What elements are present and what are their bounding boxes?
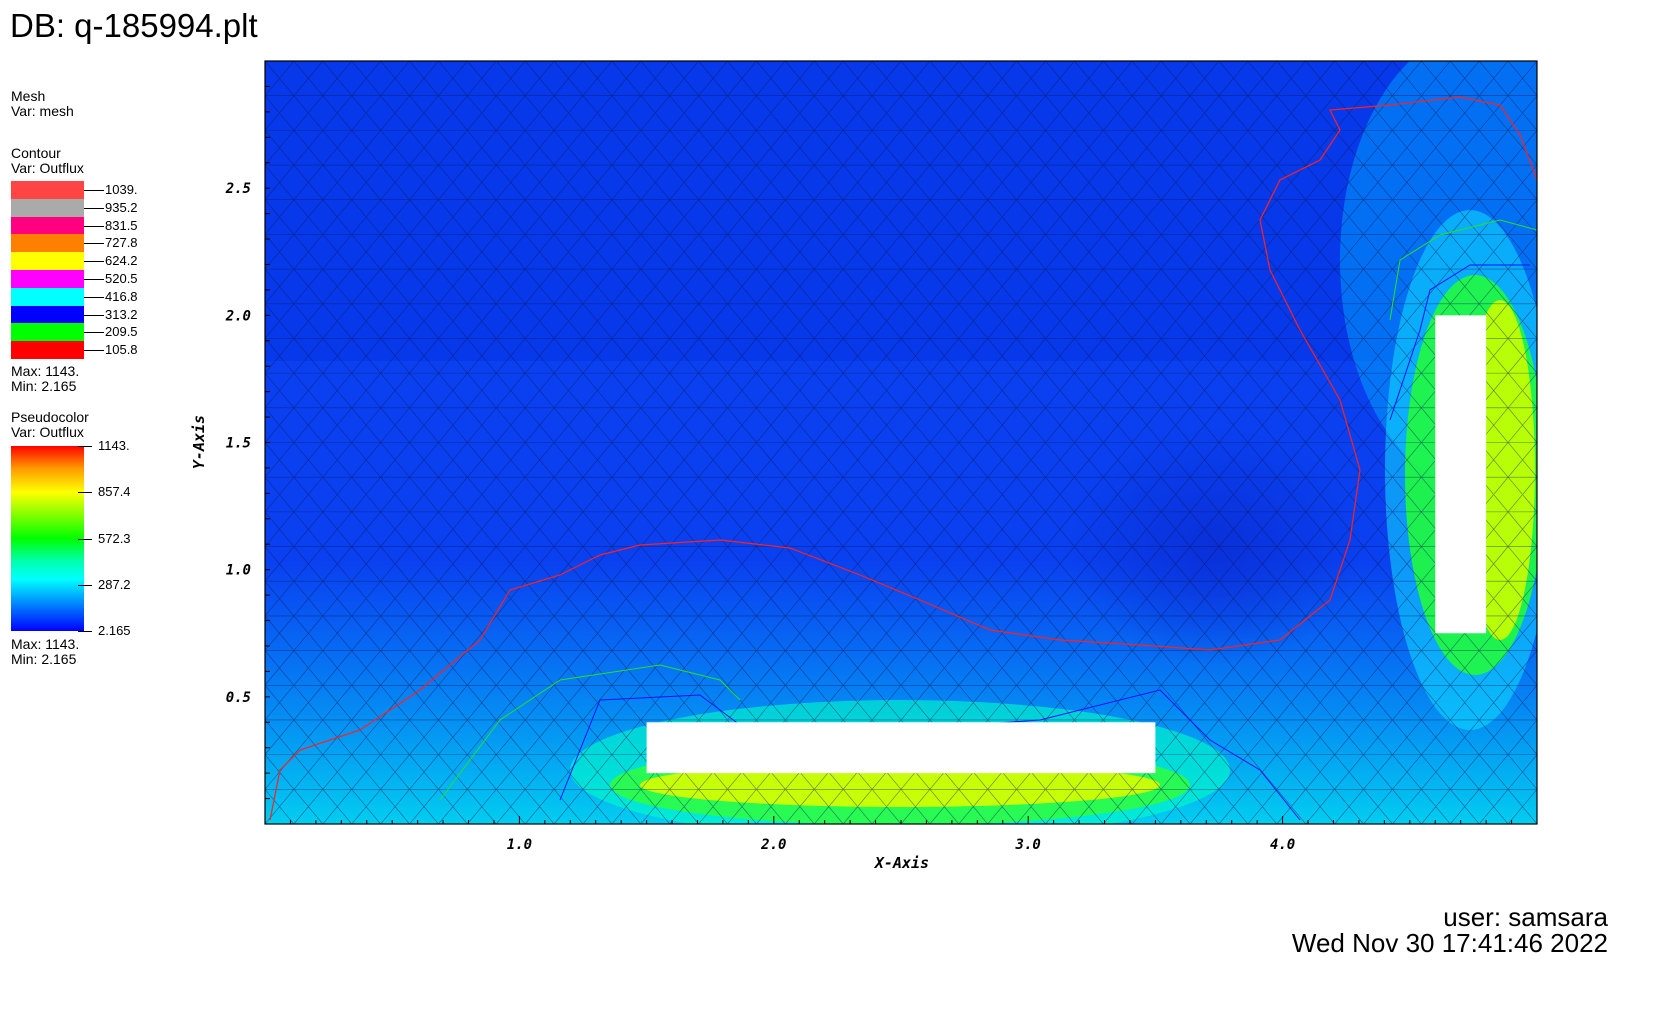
contour-legend-value: 624.2 <box>105 253 138 269</box>
footer-date: Wed Nov 30 17:41:46 2022 <box>1291 928 1608 958</box>
mesh-legend: Mesh Var: mesh <box>11 89 74 119</box>
contour-legend-range: Max: 1143. Min: 2.165 <box>11 364 79 394</box>
footer-user: user: samsara <box>1443 902 1608 932</box>
y-tick-label: 2.5 <box>225 181 251 197</box>
horizontal-plate <box>646 722 1156 774</box>
pseudocolor-tick <box>78 631 92 632</box>
contour-line-313 <box>559 264 1530 821</box>
x-axis-ticks: 1.0 2.0 3.0 4.0 <box>289 816 1538 853</box>
contour-line-209 <box>439 219 1537 801</box>
x-tick-label: 2.0 <box>760 837 786 853</box>
contour-legend-var: Var: Outflux <box>11 160 84 176</box>
y-axis-ticks: 0.5 1.0 1.5 2.0 2.5 <box>225 85 270 800</box>
pseudocolor-tick-label: 287.2 <box>98 576 131 592</box>
contour-legend-max: Max: 1143. <box>11 363 80 379</box>
contour-legend-tick <box>84 314 104 316</box>
pseudocolor-tick-label: 1143. <box>98 438 130 453</box>
mesh-legend-var: Var: mesh <box>11 103 74 119</box>
y-tick-label: 0.5 <box>226 690 251 706</box>
contour-legend-title: Contour <box>11 145 61 161</box>
y-tick-label: 1.5 <box>226 436 251 452</box>
contour-legend-value: 313.2 <box>105 306 138 322</box>
contour-legend-tick <box>84 350 104 352</box>
pseudocolor-tick <box>78 492 92 494</box>
contour-swatch <box>11 181 84 199</box>
contour-line-105 <box>269 96 1537 821</box>
contour-legend-tick <box>84 332 104 334</box>
contour-legend-tick <box>84 225 104 227</box>
contour-legend-value: 416.8 <box>105 288 138 304</box>
contour-swatch <box>11 252 84 271</box>
x-axis-label: X-Axis <box>873 854 929 872</box>
mesh-edges <box>265 61 1537 824</box>
contour-legend-value: 520.5 <box>105 271 138 286</box>
contour-legend-value: 831.5 <box>105 217 138 233</box>
contour-legend-tick <box>84 279 104 280</box>
y-tick-label: 1.0 <box>226 563 251 579</box>
contour-swatch <box>11 323 84 342</box>
contour-swatch <box>11 234 84 253</box>
pseudocolor-tick <box>78 584 92 586</box>
contour-legend-tick <box>84 261 104 263</box>
contour-legend-tick <box>84 190 104 191</box>
outflux-plot: 1.0 2.0 3.0 4.0 0.5 1.0 1.5 2.0 2.5 X-Axis Y-Ax… <box>190 60 1538 872</box>
pseudocolor-legend-max: Max: 1143. <box>11 636 80 652</box>
y-axis-label: Y-Axis <box>190 415 208 469</box>
pseudocolor-legend-range: Max: 1143. Min: 2.165 <box>11 637 79 667</box>
pseudocolor-legend-title: Pseudocolor <box>11 409 89 425</box>
contour-legend-tick <box>84 207 104 209</box>
x-tick-label: 4.0 <box>1270 837 1295 853</box>
y-tick-label: 2.0 <box>225 308 251 324</box>
database-title: DB: q-185994.plt <box>10 7 258 44</box>
contour-legend-tick <box>84 243 104 245</box>
contour-swatch <box>11 287 84 306</box>
pseudocolor-legend-var: Var: Outflux <box>11 424 84 440</box>
mesh-legend-title: Mesh <box>11 88 46 104</box>
contour-legend-value: 105.8 <box>105 342 138 358</box>
vertical-plate <box>1435 315 1487 634</box>
contour-legend-tick <box>84 296 104 298</box>
pseudocolor-colorbar <box>11 446 84 631</box>
pseudocolor-tick <box>78 446 92 447</box>
x-tick-label: 3.0 <box>1015 837 1041 853</box>
contour-swatch <box>11 216 84 235</box>
pseudocolor-tick-label: 572.3 <box>98 530 131 546</box>
contour-legend: Contour Var: Outflux <box>11 146 84 176</box>
contour-legend-value: 1039. <box>105 182 138 197</box>
pseudocolor-tick-label: 857.4 <box>98 484 131 500</box>
pseudocolor-legend-min: Min: 2.165 <box>11 651 77 667</box>
mesh-overlay <box>265 61 1537 824</box>
contour-swatch <box>11 198 84 217</box>
contour-swatch <box>11 270 84 288</box>
contour-swatch <box>11 305 84 324</box>
contour-legend-value: 209.5 <box>105 324 138 340</box>
x-tick-label: 1.0 <box>507 837 532 853</box>
contour-legend-min: Min: 2.165 <box>11 378 77 394</box>
contour-legend-value: 727.8 <box>105 235 138 251</box>
pseudocolor-tick-label: 2.165 <box>98 623 131 638</box>
contour-swatch <box>11 341 84 360</box>
pseudocolor-tick <box>78 538 92 540</box>
pseudocolor-legend: Pseudocolor Var: Outflux <box>11 410 89 440</box>
contour-legend-value: 935.2 <box>105 199 138 215</box>
